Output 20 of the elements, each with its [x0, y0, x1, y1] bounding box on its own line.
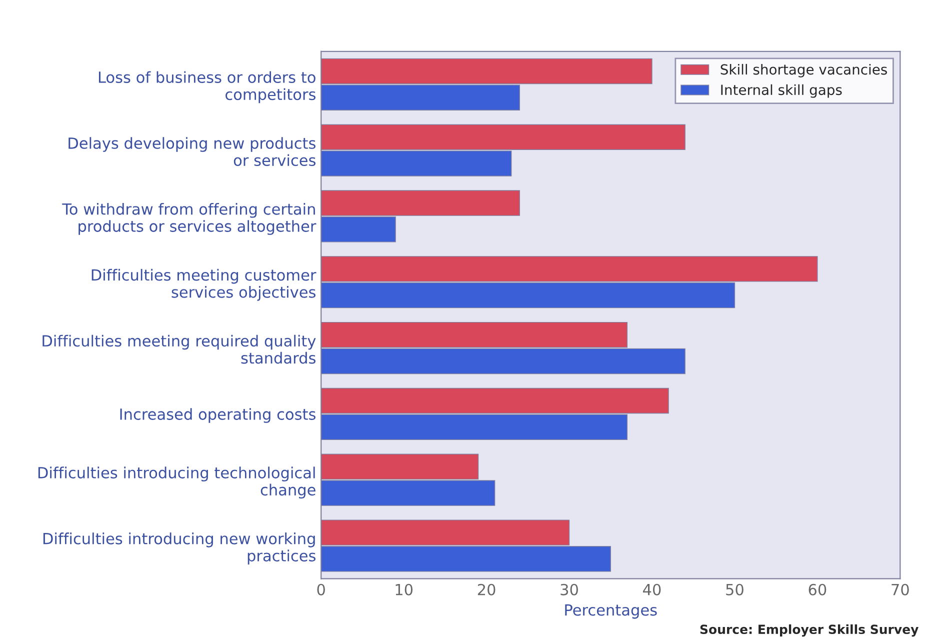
y-tick-label: Delays developing new products or services [68, 137, 316, 166]
x-axis-title: Percentages [565, 604, 657, 619]
x-tick-label: 10 [396, 584, 413, 596]
x-tick-label: 70 [892, 584, 909, 596]
y-tick-label: Difficulties meeting required quality standards [42, 334, 316, 364]
x-tick-label: 20 [478, 584, 496, 596]
x-tick-label: 0 [317, 584, 325, 596]
y-tick-label: Difficulties introducing new working practices [43, 532, 316, 564]
x-tick-label: 30 [560, 584, 578, 596]
y-tick-label: Difficulties meeting customer services objectives [92, 268, 316, 301]
x-tick-label: 60 [808, 584, 826, 596]
y-tick-label: Difficulties introducing technological change [38, 466, 316, 499]
y-tick-label: Increased operating costs [120, 408, 316, 423]
legend-label: Skill shortage vacancies [720, 64, 887, 78]
y-tick-label: To withdraw from offering certain products or services altogether [62, 203, 316, 235]
x-tick-label: 40 [643, 584, 661, 596]
source-note: Source: Employer Skills Survey [700, 624, 918, 637]
legend-label: Internal skill gaps [721, 84, 842, 98]
y-tick-label: Loss of business or orders to competitors [98, 71, 316, 104]
x-tick-label: 50 [726, 584, 744, 596]
